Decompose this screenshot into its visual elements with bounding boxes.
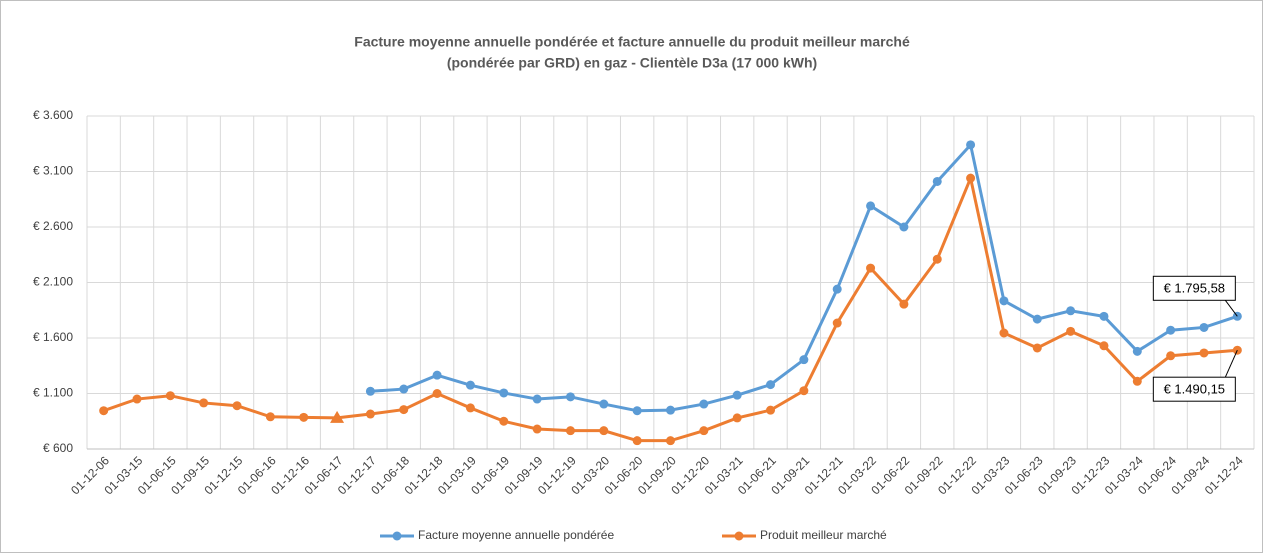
marker (1166, 325, 1176, 335)
marker (666, 436, 675, 446)
y-tick-label: € 1.100 (33, 386, 73, 400)
marker (365, 409, 375, 419)
marker (499, 388, 509, 398)
marker (565, 426, 575, 436)
marker (165, 391, 175, 401)
marker (832, 284, 842, 294)
marker (1199, 322, 1209, 332)
callout-box (1152, 275, 1236, 301)
marker (499, 416, 509, 426)
legend-label: Facture moyenne annuelle pondérée (418, 528, 614, 542)
marker (1066, 306, 1076, 316)
marker (866, 201, 876, 211)
marker (432, 370, 442, 380)
marker (599, 426, 609, 436)
marker (1032, 343, 1042, 353)
marker (1099, 341, 1109, 351)
legend-label: Produit meilleur marché (760, 528, 887, 542)
y-tick-label: € 2.100 (33, 275, 73, 289)
marker (399, 405, 409, 415)
marker (565, 392, 575, 402)
callout-leader (1224, 349, 1238, 378)
marker (732, 390, 742, 400)
marker (465, 403, 475, 413)
y-tick-label: € 1.600 (33, 330, 73, 344)
marker (465, 380, 475, 390)
marker (866, 263, 876, 273)
chart-title: (pondérée par GRD) en gaz - Clientèle D3… (447, 55, 817, 71)
marker (330, 410, 345, 423)
marker (265, 412, 275, 422)
y-tick-label: € 2.600 (33, 219, 73, 233)
marker (799, 386, 809, 396)
marker (766, 380, 776, 390)
marker (132, 394, 142, 404)
marker (399, 384, 409, 394)
marker (999, 328, 1009, 338)
y-tick-label: € 3.600 (33, 108, 73, 122)
marker (732, 413, 742, 423)
marker (966, 140, 976, 150)
legend-swatch (734, 531, 744, 541)
marker (799, 355, 809, 365)
legend-swatch (392, 531, 402, 541)
marker (532, 394, 542, 404)
marker (832, 318, 842, 328)
marker (699, 426, 709, 436)
callout-box (1152, 376, 1236, 402)
y-tick-label: € 600 (43, 441, 73, 455)
marker (432, 389, 442, 398)
data-label: € 1.795,58 (1164, 281, 1225, 296)
marker (1166, 351, 1176, 361)
marker (632, 436, 642, 446)
marker (766, 405, 776, 415)
marker (899, 222, 909, 232)
marker (1032, 314, 1042, 324)
marker (1132, 376, 1142, 386)
marker (932, 176, 942, 186)
marker (232, 401, 242, 411)
marker (1066, 326, 1076, 336)
marker (1099, 311, 1109, 321)
marker (199, 398, 209, 408)
y-tick-label: € 3.100 (33, 164, 73, 178)
marker (599, 399, 609, 409)
marker (1199, 348, 1209, 358)
marker (1132, 346, 1142, 356)
data-label: € 1.490,15 (1164, 382, 1225, 397)
marker (99, 406, 109, 416)
marker (999, 296, 1009, 306)
marker (966, 173, 976, 183)
marker (532, 424, 542, 434)
chart-title: Facture moyenne annuelle pondérée et fac… (354, 34, 910, 50)
marker (932, 254, 942, 264)
marker (632, 406, 642, 416)
marker (299, 412, 309, 422)
callout-leader (1224, 299, 1238, 317)
marker (899, 299, 909, 309)
marker (699, 399, 709, 409)
marker (666, 405, 675, 415)
marker (365, 386, 375, 396)
